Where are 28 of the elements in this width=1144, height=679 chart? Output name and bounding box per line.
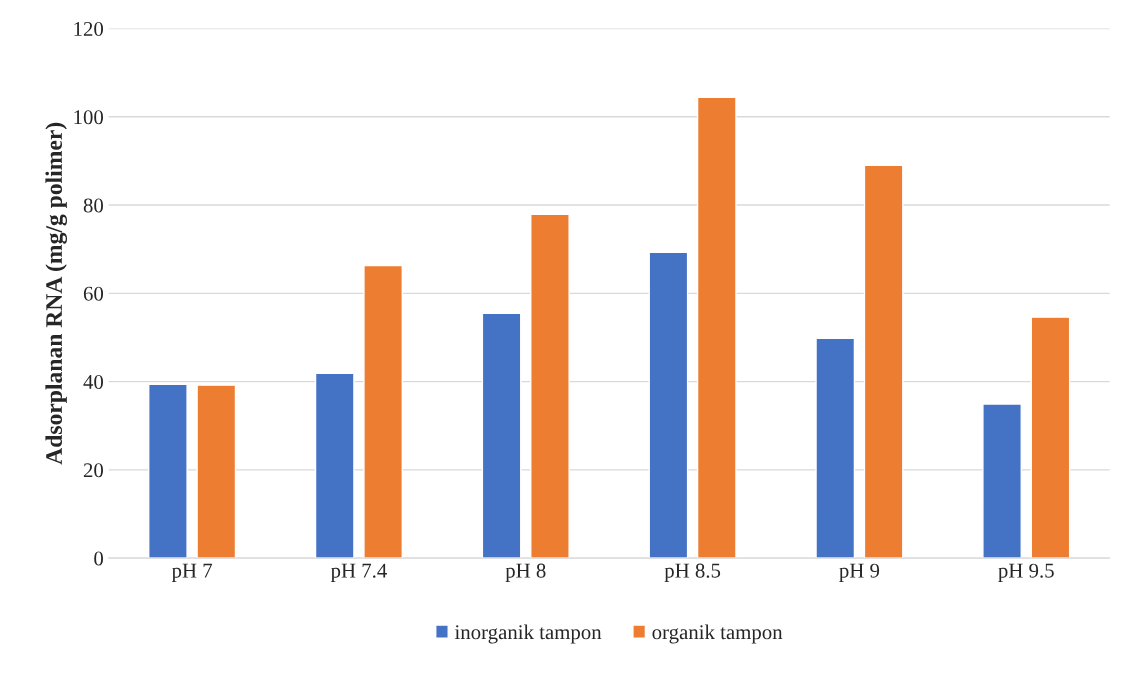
y-tick-label: 20 [83,463,104,478]
y-tick-label: 120 [74,21,104,36]
y-axis-title: Adsorplanan RNA (mg/g polimer) [45,122,68,465]
x-tick-label: pH 9.5 [998,563,1054,582]
bar [696,96,737,559]
x-tick-label: pH 7 [171,563,213,582]
x-tick-label: pH 8 [505,563,546,582]
bar [982,403,1022,559]
y-tick-label: 80 [83,198,104,213]
bar [148,383,188,559]
x-tick-label: pH 9 [839,563,880,582]
bar [863,164,904,559]
bar [530,213,570,559]
bar [1030,316,1071,559]
x-tick-label: pH 8.5 [664,563,721,582]
y-tick-label: 40 [83,374,104,390]
y-tick-label: 0 [94,551,104,566]
y-tick-label: 100 [74,110,104,125]
bar [481,312,522,559]
legend-label: inorganik tampon [454,624,602,644]
bar [314,372,355,559]
y-tick-label: 60 [83,286,104,301]
bar [815,337,856,559]
legend-label: organik tampon [652,624,783,644]
bar [363,264,404,559]
bar [648,251,689,559]
x-tick-label: pH 7.4 [330,563,387,582]
bar [196,384,237,559]
